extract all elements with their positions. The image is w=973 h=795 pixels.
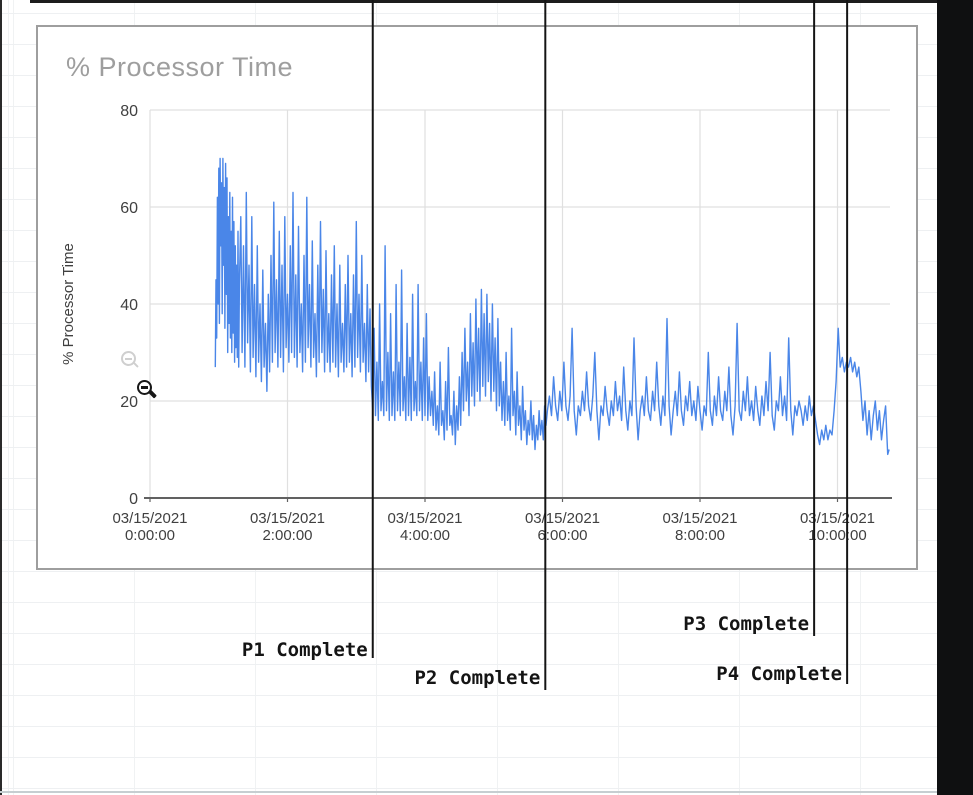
processor-time-chart-card[interactable] [36,25,918,570]
window-right-panel [937,0,973,795]
magnifier-handle [133,362,139,368]
magnifier-lens [121,351,136,366]
minus-icon [141,386,148,389]
zoom-out-cursor-ghost-icon [121,351,141,371]
magnifier-lens [137,380,152,395]
chart-title: % Processor Time [66,52,294,82]
minus-icon [125,357,132,360]
window-top-edge [30,0,937,3]
window-left-edge [0,0,2,795]
window-bottom-edge [0,791,937,793]
zoom-out-cursor-icon[interactable] [137,380,159,402]
magnifier-handle [148,389,157,399]
